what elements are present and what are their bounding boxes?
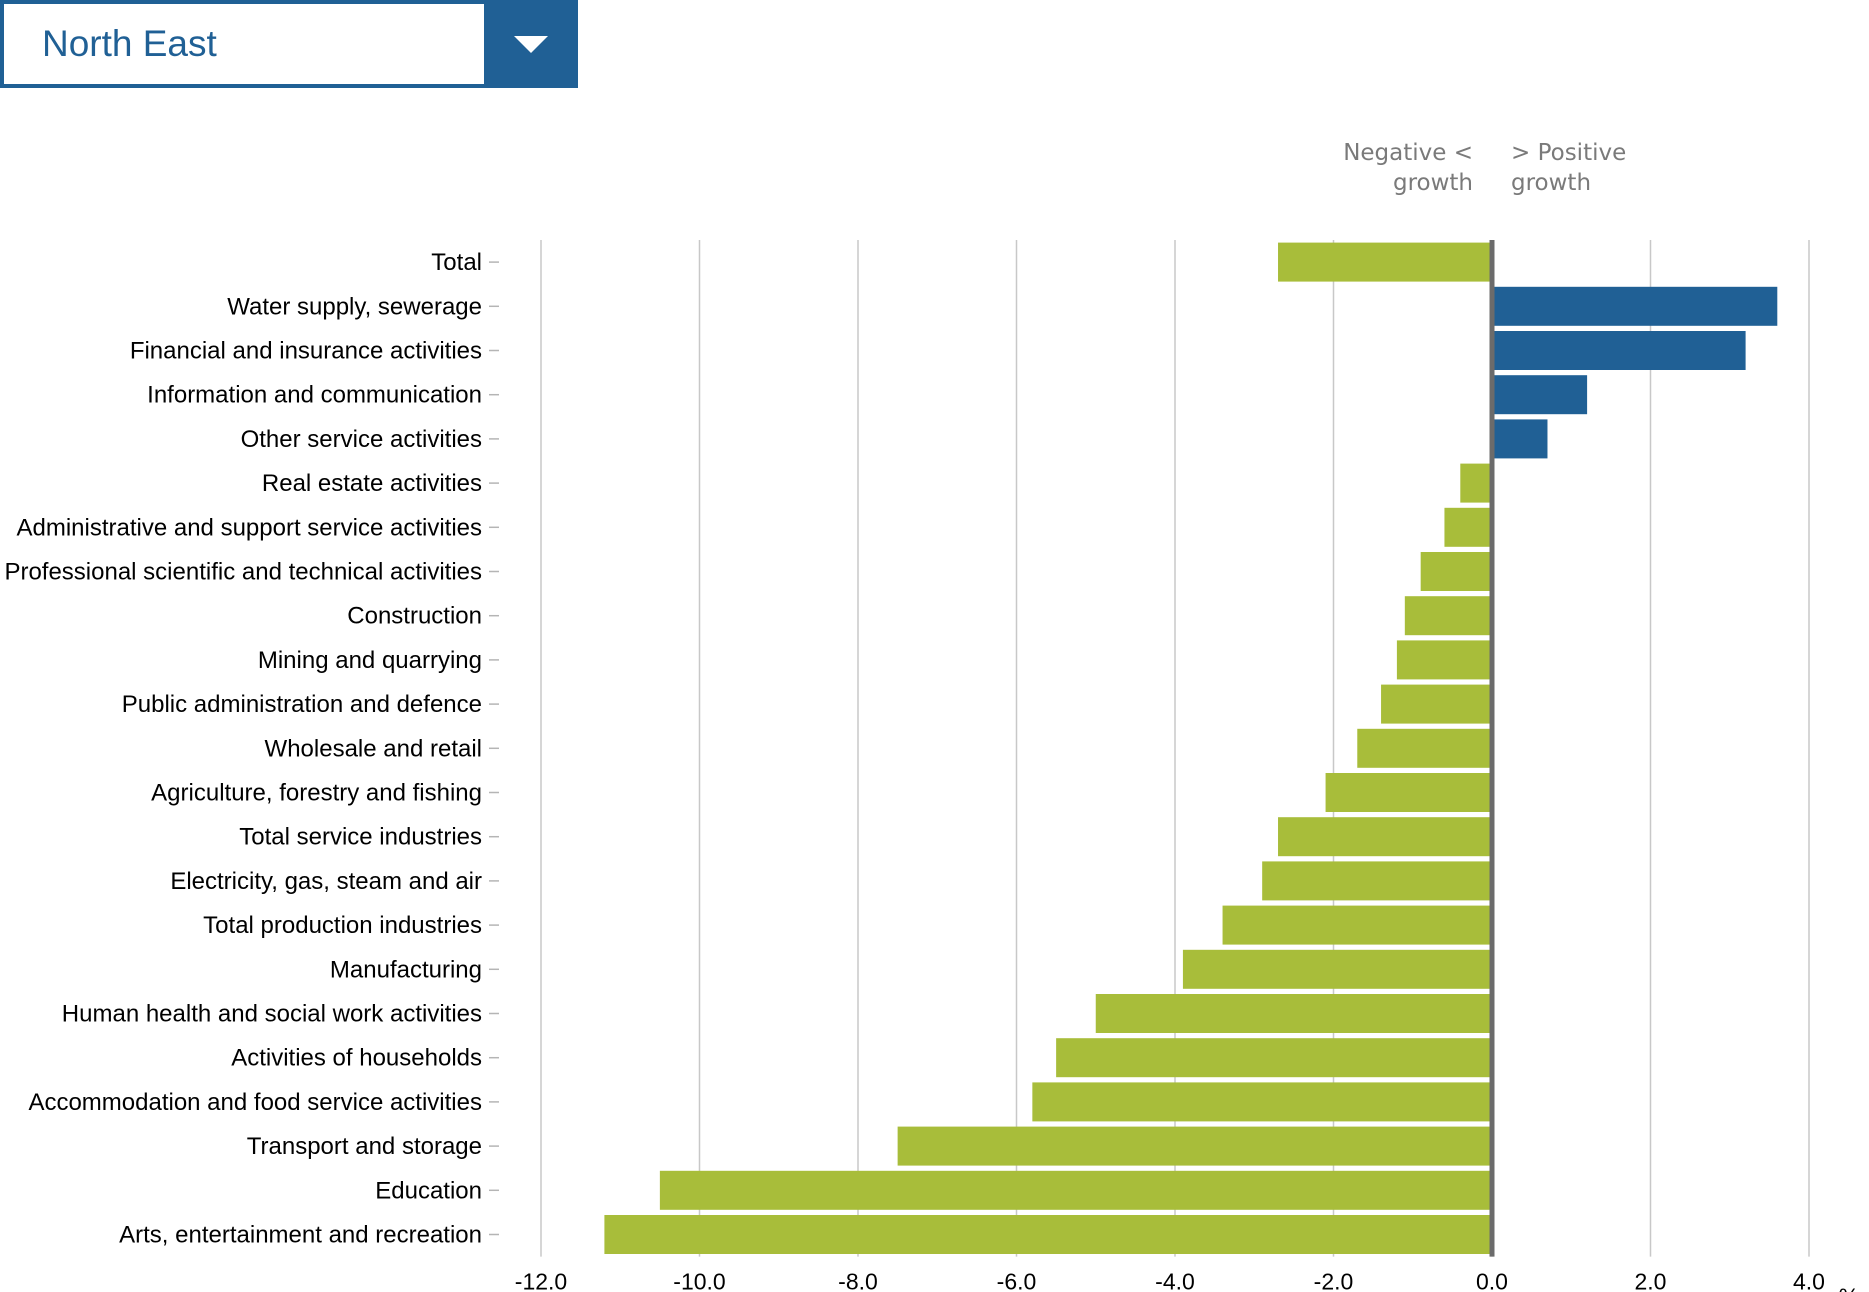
bar [1278,817,1492,857]
category-label: Construction [347,603,482,630]
category-label: Education [375,1177,482,1204]
x-tick-label: -12.0 [515,1269,567,1292]
category-label: Activities of households [231,1045,482,1072]
x-tick-label: -4.0 [1155,1269,1195,1292]
bar [1492,419,1548,459]
bar [1262,861,1492,901]
bar [1444,507,1492,547]
category-label: Administrative and support service activ… [16,514,482,541]
category-label: Accommodation and food service activitie… [28,1089,482,1116]
triangle-down-icon [514,36,548,53]
bar [1396,640,1492,680]
bar [1420,552,1492,591]
bar [1357,728,1492,768]
x-tick-label: 4.0 [1793,1269,1825,1292]
category-label: Manufacturing [330,956,482,983]
bar [604,1215,1492,1254]
bar [1381,684,1492,724]
category-label: Mining and quarrying [258,647,482,674]
bar [1492,331,1746,370]
category-label: Total service industries [239,824,482,851]
bar [659,1170,1492,1210]
category-label: Financial and insurance activities [130,338,482,365]
x-tick-label: -8.0 [838,1269,878,1292]
region-dropdown-value[interactable]: North East [0,0,484,88]
bar [1278,242,1492,282]
positive-growth-label: > Positive [1511,140,1626,166]
x-tick-label: -2.0 [1314,1269,1354,1292]
negative-growth-label: Negative < [1343,140,1473,166]
category-label: Transport and storage [247,1133,482,1160]
bar [1492,375,1588,415]
bar [1492,286,1778,326]
negative-growth-label-2: growth [1393,170,1473,196]
category-label: Total production industries [203,912,482,939]
category-label: Water supply, sewerage [227,293,482,320]
category-label: Arts, entertainment and recreation [119,1222,482,1249]
category-label: Real estate activities [262,470,482,497]
bar [1032,1082,1492,1122]
category-label: Information and communication [147,382,482,409]
category-label: Wholesale and retail [265,735,482,762]
x-tick-label: 2.0 [1635,1269,1667,1292]
bar [1182,949,1492,989]
positive-growth-label-2: growth [1511,170,1591,196]
region-dropdown[interactable]: North East [0,0,578,88]
x-axis-ticks: -12.0 -10.0 -8.0 -6.0 -4.0 -2.0 0.0 2.0 4.0 [515,1269,1825,1292]
category-label: Other service activities [241,426,482,453]
category-label: Human health and social work activities [62,1001,482,1028]
bar [1222,905,1492,945]
x-tick-label: 0.0 [1476,1269,1508,1292]
x-tick-label: -10.0 [673,1269,725,1292]
bar [1404,596,1492,636]
category-label: Public administration and defence [122,691,482,718]
unit-label: % [1839,1284,1859,1292]
growth-annotation: Negative < growth > Positive growth [1343,140,1626,196]
category-labels: Total Water supply, sewerage Financial and… [4,249,499,1249]
x-tick-label: -6.0 [997,1269,1037,1292]
category-label: Total [431,249,482,276]
bar [1325,773,1492,812]
category-label: Electricity, gas, steam and air [170,868,482,895]
category-label: Professional scientific and technical ac… [4,559,482,586]
dropdown-toggle-button[interactable] [484,0,578,88]
category-label: Agriculture, forestry and fishing [151,780,482,807]
bars [604,242,1778,1254]
bar [1095,994,1492,1033]
bar [897,1126,1492,1166]
bar [1056,1038,1492,1078]
bar [1460,463,1492,503]
